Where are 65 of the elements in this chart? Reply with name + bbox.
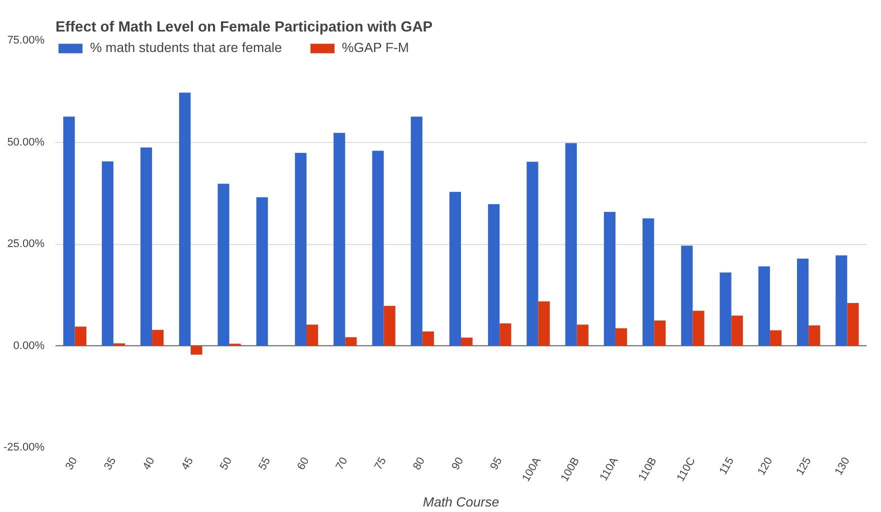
bar (836, 255, 848, 346)
x-tick-label: 130 (832, 455, 852, 478)
x-tick-label: 80 (411, 455, 428, 472)
bar (218, 184, 230, 346)
y-tick-label: 25.00% (7, 238, 45, 250)
x-tick-label: 45 (179, 455, 196, 472)
bar (372, 150, 384, 346)
bar (654, 320, 666, 346)
x-axis-title: Math Course (422, 494, 500, 510)
bar (538, 301, 550, 346)
x-tick-label: 125 (794, 455, 814, 478)
x-tick-label: 90 (450, 455, 466, 472)
bar (449, 192, 461, 346)
bar (808, 325, 820, 346)
bar (152, 330, 164, 346)
chart-title: Effect of Math Level on Female Participation with GAP (56, 20, 433, 36)
bar (102, 161, 114, 346)
bar (565, 143, 577, 346)
y-tick-label: 0.00% (13, 340, 45, 352)
x-tick-label: 70 (334, 455, 350, 472)
x-tick-label: 120 (756, 455, 776, 478)
bar (179, 92, 191, 346)
bar (190, 346, 202, 355)
bar (731, 316, 743, 346)
x-tick-label: 35 (102, 455, 119, 472)
y-tick-label: 75.00% (7, 34, 45, 46)
bar (615, 328, 628, 346)
bar (770, 330, 782, 346)
x-tick-label: 40 (140, 455, 158, 472)
bar (294, 152, 307, 346)
bar (256, 197, 268, 346)
bar (461, 338, 473, 346)
x-tick-label: 95 (488, 455, 505, 472)
bar (758, 266, 770, 346)
x-tick-label: 115 (717, 455, 737, 477)
bar (422, 332, 434, 346)
bar (500, 323, 512, 346)
bar (384, 306, 396, 346)
x-tick-label: 60 (295, 455, 312, 472)
bar (410, 116, 422, 346)
x-tick-label: 55 (256, 455, 274, 472)
bar (604, 212, 616, 346)
bar (334, 132, 346, 346)
bar (796, 258, 809, 346)
x-tick-label: 75 (372, 455, 389, 472)
bar (681, 246, 693, 346)
bar (63, 116, 75, 346)
bar (526, 162, 538, 346)
legend-label: % math students that are female (90, 40, 282, 55)
bar (847, 303, 859, 346)
bar (720, 272, 732, 346)
bar (306, 324, 318, 346)
bar (488, 204, 500, 346)
bar (140, 148, 152, 346)
bar (345, 337, 357, 346)
bar (642, 218, 654, 346)
x-tick-label: 30 (63, 455, 80, 472)
legend-label: %GAP F-M (342, 40, 410, 55)
y-tick-label: -25.00% (4, 442, 45, 454)
bar (576, 324, 588, 346)
bar (692, 310, 704, 346)
bar (74, 326, 86, 346)
bar (113, 343, 126, 346)
x-tick-label: 50 (218, 455, 234, 472)
y-tick-label: 50.00% (7, 136, 45, 148)
